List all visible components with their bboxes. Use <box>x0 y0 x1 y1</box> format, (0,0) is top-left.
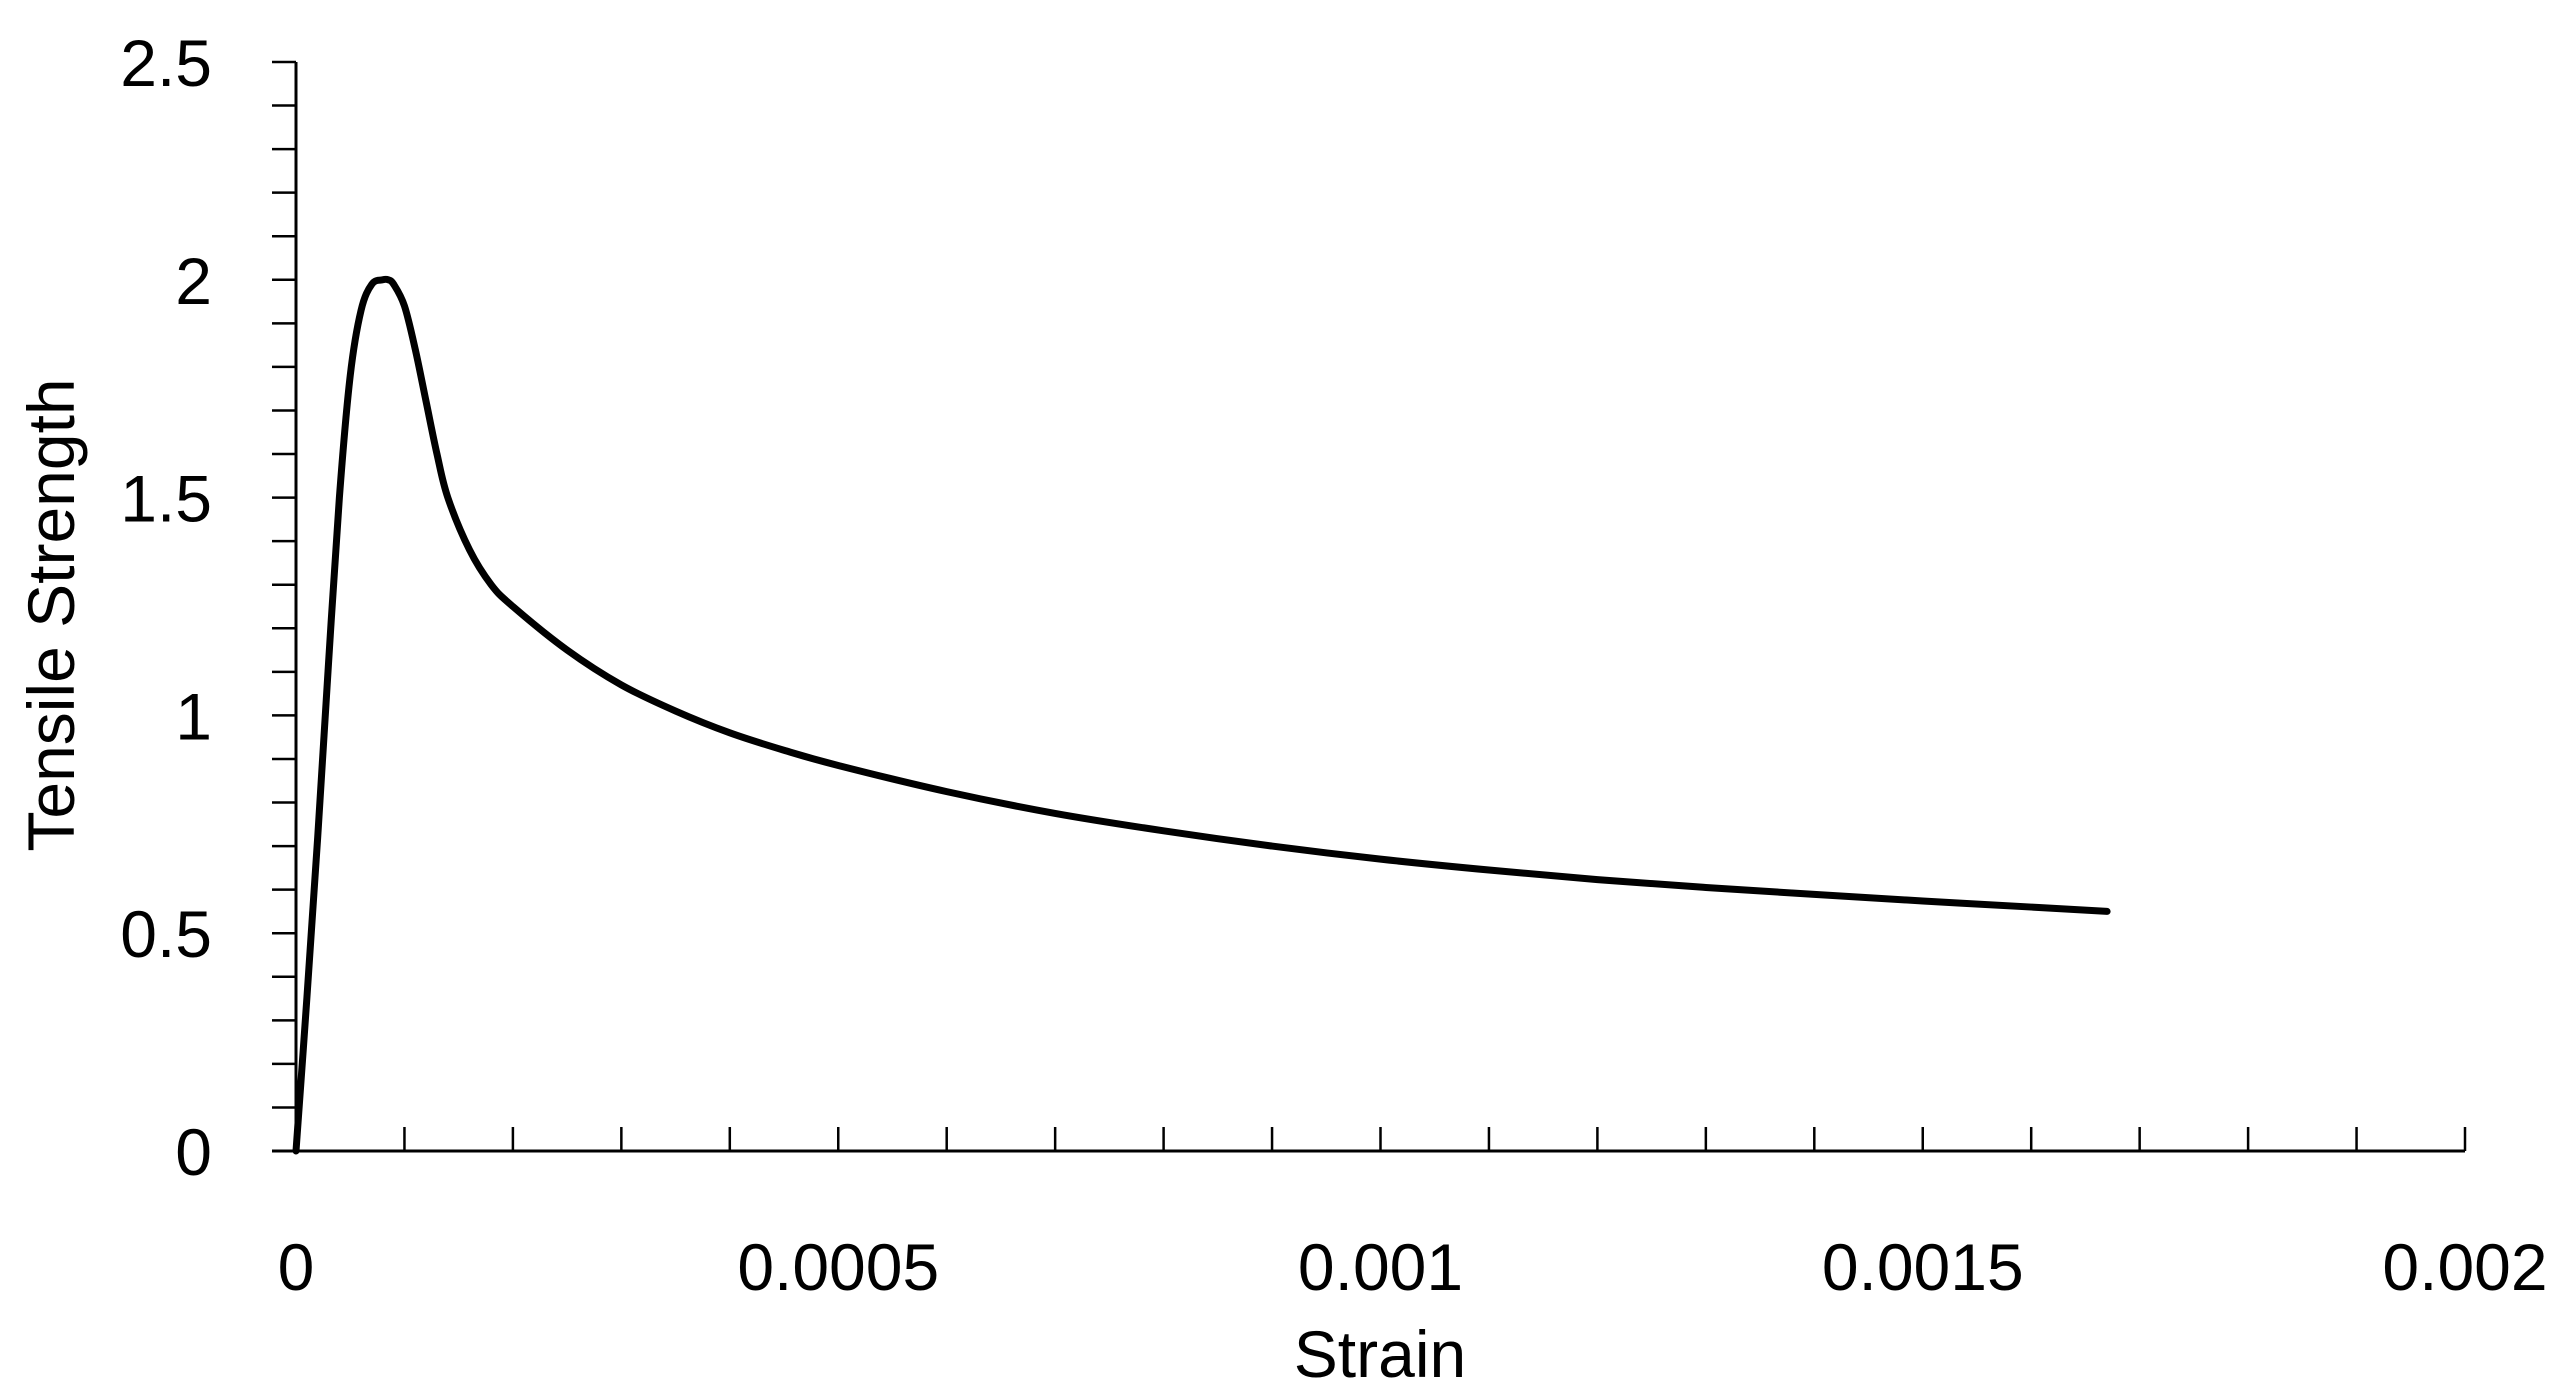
x-tick-label: 0.0015 <box>1822 1230 2024 1304</box>
series-line <box>292 275 2111 1155</box>
y-tick-label: 2 <box>175 244 212 318</box>
y-axis: 0 0.5 1 1.5 2 2.5 <box>120 26 298 1189</box>
x-tick-label: 0.002 <box>2382 1230 2547 1304</box>
series-group <box>292 275 2111 1155</box>
y-tick-label: 0 <box>175 1115 212 1189</box>
y-tick-label: 2.5 <box>120 26 212 100</box>
x-axis: 0 0.0005 0.001 0.0015 0.002 <box>272 1127 2548 1304</box>
x-tick-label: 0.0005 <box>737 1230 939 1304</box>
y-axis-title: Tensile Strength <box>14 378 88 851</box>
y-tick-label: 1 <box>175 679 212 753</box>
y-tick-label: 0.5 <box>120 897 212 971</box>
x-tick-label: 0 <box>278 1230 315 1304</box>
x-tick-label: 0.001 <box>1298 1230 1463 1304</box>
x-axis-title: Strain <box>1294 1317 1466 1391</box>
y-tick-label: 1.5 <box>120 462 212 536</box>
